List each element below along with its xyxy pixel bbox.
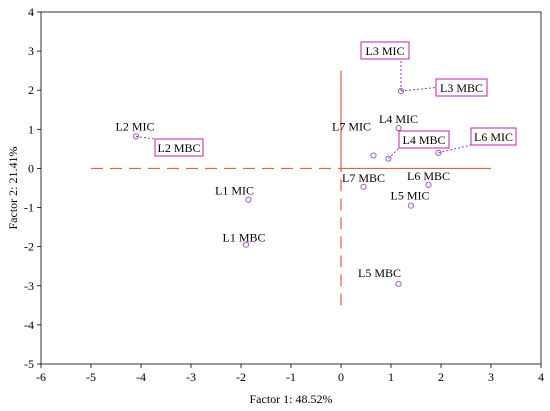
point-label: L5 MBC: [358, 266, 401, 280]
x-tick-label: -2: [236, 370, 246, 384]
label-box: [154, 138, 204, 157]
point-marker: [132, 133, 140, 140]
x-tick-label: -4: [136, 370, 146, 384]
plot-frame: [40, 11, 542, 365]
y-tick-label: 0: [28, 161, 34, 175]
leader-line: [400, 87, 437, 92]
leader-lines: [135, 59, 472, 159]
label-box: [435, 78, 488, 97]
point-label: L4 MIC: [379, 112, 418, 126]
x-tick-label: 1: [388, 370, 394, 384]
point-label: L2 MBC: [157, 141, 200, 155]
reference-lines: [91, 70, 491, 306]
point-label: L1 MBC: [222, 231, 265, 245]
points-group: [132, 87, 442, 287]
x-tick-label: 0: [338, 370, 344, 384]
point-label: L2 MIC: [116, 119, 155, 133]
point-marker: [245, 196, 252, 203]
point-label: L1 MIC: [215, 184, 254, 198]
x-axis-title: Factor 1: 48.52%: [250, 392, 333, 406]
point-label: L4 MBC: [402, 133, 445, 147]
label-box: [360, 41, 410, 60]
point-label: L3 MIC: [366, 44, 405, 58]
x-tick-label: -3: [186, 370, 196, 384]
x-tick-label: -1: [286, 370, 296, 384]
y-tick-label: 3: [28, 44, 34, 58]
y-tick-label: -1: [24, 201, 34, 215]
point-label: L7 MBC: [342, 171, 385, 185]
leader-line: [135, 135, 156, 140]
y-tick-label: 2: [28, 83, 34, 97]
point-label: L7 MIC: [332, 120, 371, 134]
x-tick-label: -6: [36, 370, 46, 384]
y-tick-label: -4: [24, 318, 34, 332]
leader-line: [438, 144, 472, 154]
point-marker: [370, 152, 377, 159]
point-marker: [242, 241, 250, 248]
point-marker: [395, 280, 402, 287]
point-marker: [385, 155, 392, 162]
point-marker: [435, 149, 442, 156]
point-marker: [425, 181, 432, 188]
x-tick-label: 4: [538, 370, 544, 384]
y-tick-label: -3: [24, 279, 34, 293]
y-tick-label: -5: [24, 357, 34, 371]
point-marker: [360, 183, 367, 190]
x-tick-label: 2: [438, 370, 444, 384]
point-label: L3 MBC: [440, 81, 483, 95]
point-label: L5 MIC: [391, 189, 430, 203]
label-box: [470, 127, 517, 146]
point-marker: [395, 125, 402, 132]
y-tick-label: 4: [28, 5, 34, 19]
y-tick-label: -2: [24, 240, 34, 254]
x-tick-label: -5: [86, 370, 96, 384]
label-box: [398, 130, 450, 149]
x-tick-label: 3: [488, 370, 494, 384]
point-label: L6 MIC: [474, 130, 513, 144]
point-marker: [407, 202, 415, 209]
y-axis-title: Factor 2: 21.41%: [6, 147, 20, 230]
point-marker: [397, 87, 405, 95]
leader-line: [388, 147, 400, 159]
point-label: L6 MBC: [407, 169, 450, 183]
y-tick-label: 1: [28, 122, 34, 136]
